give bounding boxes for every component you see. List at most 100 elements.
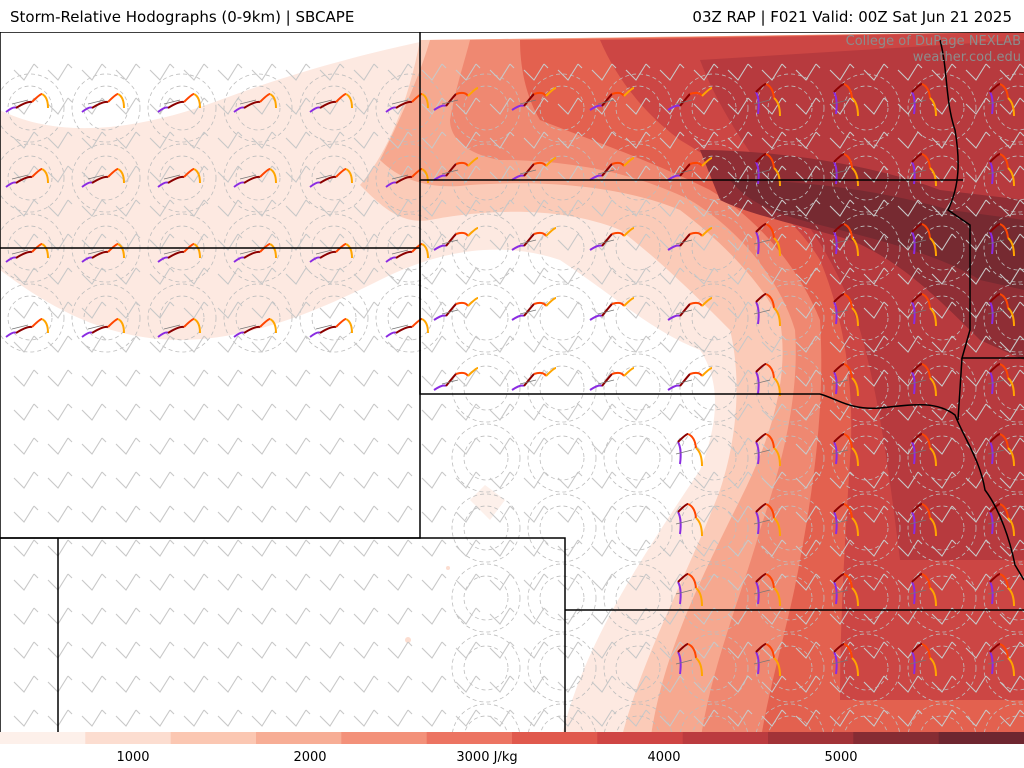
wind-barb <box>863 199 889 217</box>
hodograph-segment <box>157 331 169 338</box>
wind-barb <box>387 471 413 489</box>
wind-barb <box>455 199 481 217</box>
range-ring <box>691 505 737 551</box>
hodograph-segment <box>833 161 838 185</box>
range-ring <box>767 295 813 341</box>
wind-barb <box>13 131 39 149</box>
wind-barb <box>455 675 481 693</box>
wind-barb <box>829 709 855 727</box>
hodograph-segment <box>511 104 525 111</box>
wind-barb <box>693 573 719 591</box>
hodograph-segment <box>259 168 271 178</box>
range-ring <box>451 633 521 703</box>
wind-barb <box>591 709 617 727</box>
storm-motion-arrow <box>519 169 537 175</box>
hodograph-segment <box>433 244 447 251</box>
wind-barb <box>13 471 39 489</box>
storm-motion-arrow <box>391 249 409 255</box>
hodograph-segment <box>677 643 689 653</box>
wind-barb <box>557 165 583 183</box>
wind-barb <box>693 403 719 421</box>
range-ring <box>615 505 661 551</box>
wind-barb <box>795 675 821 693</box>
hodograph-segment <box>91 100 109 109</box>
wind-barb <box>557 539 583 557</box>
wind-barb <box>353 403 379 421</box>
hodograph-segment <box>183 93 195 103</box>
storm-motion-arrow <box>391 324 409 330</box>
storm-motion-arrow <box>987 99 1005 105</box>
wind-barb <box>387 505 413 523</box>
wind-barb <box>421 335 447 353</box>
hodograph-segment <box>259 93 271 103</box>
wind-barb <box>965 63 991 81</box>
wind-barb <box>523 709 549 727</box>
range-ring <box>691 365 737 411</box>
wind-barb <box>557 505 583 523</box>
hodograph-segment <box>755 651 760 675</box>
hodograph-segment <box>157 106 169 113</box>
wind-barb <box>625 369 651 387</box>
range-ring <box>843 155 889 201</box>
wind-barb <box>897 709 923 727</box>
wind-barb <box>47 165 73 183</box>
wind-barb <box>421 403 447 421</box>
wind-barb <box>13 369 39 387</box>
storm-motion-arrow <box>239 324 257 330</box>
wind-barb <box>863 267 889 285</box>
wind-barb <box>13 63 39 81</box>
wind-barb <box>455 131 481 149</box>
range-ring <box>767 155 813 201</box>
wind-barb <box>455 471 481 489</box>
wind-barb <box>47 199 73 217</box>
hodograph-range-rings <box>0 73 1024 744</box>
range-ring <box>615 365 661 411</box>
wind-barb <box>523 199 549 217</box>
hodograph-segment <box>677 511 682 535</box>
hodograph-segment <box>989 651 994 675</box>
range-ring <box>451 563 521 633</box>
hodograph-segment <box>309 106 321 113</box>
wind-barb <box>47 403 73 421</box>
hodograph-segment <box>911 91 916 115</box>
wind-barb <box>999 641 1024 659</box>
wind-barb <box>761 267 787 285</box>
wind-barb <box>829 63 855 81</box>
hodograph-segment <box>911 581 916 605</box>
range-ring <box>983 143 1024 213</box>
wind-barb <box>353 199 379 217</box>
range-ring <box>387 155 433 201</box>
wind-barb <box>149 301 175 319</box>
wind-barb <box>47 437 73 455</box>
hodograph-segment <box>545 367 557 377</box>
hodograph-segment <box>679 233 691 247</box>
storm-motion-arrow <box>753 169 771 175</box>
wind-barb <box>387 233 413 251</box>
wind-barb <box>115 641 141 659</box>
wind-barb <box>761 437 787 455</box>
hodograph-segment <box>589 104 603 111</box>
wind-barb <box>421 301 447 319</box>
wind-barb <box>489 301 515 319</box>
hodograph-segment <box>833 83 845 93</box>
hodograph-segment <box>511 244 525 251</box>
storm-motion-arrow <box>391 174 409 180</box>
hodograph-segment <box>833 231 838 255</box>
hodograph-segment <box>667 384 681 391</box>
wind-barb <box>81 403 107 421</box>
wind-barb <box>863 505 889 523</box>
range-ring <box>843 85 889 131</box>
hodograph-segment <box>81 331 93 338</box>
wind-barb <box>217 607 243 625</box>
wind-barb <box>965 97 991 115</box>
range-ring <box>603 423 673 493</box>
wind-barb <box>999 539 1024 557</box>
wind-barb <box>115 63 141 81</box>
hodograph-segment <box>183 318 195 328</box>
hodograph-segment <box>989 301 994 325</box>
range-ring <box>451 423 521 493</box>
wind-barb <box>693 63 719 81</box>
wind-barb <box>183 199 209 217</box>
storm-motion-arrow <box>675 589 693 595</box>
range-ring <box>691 645 737 691</box>
